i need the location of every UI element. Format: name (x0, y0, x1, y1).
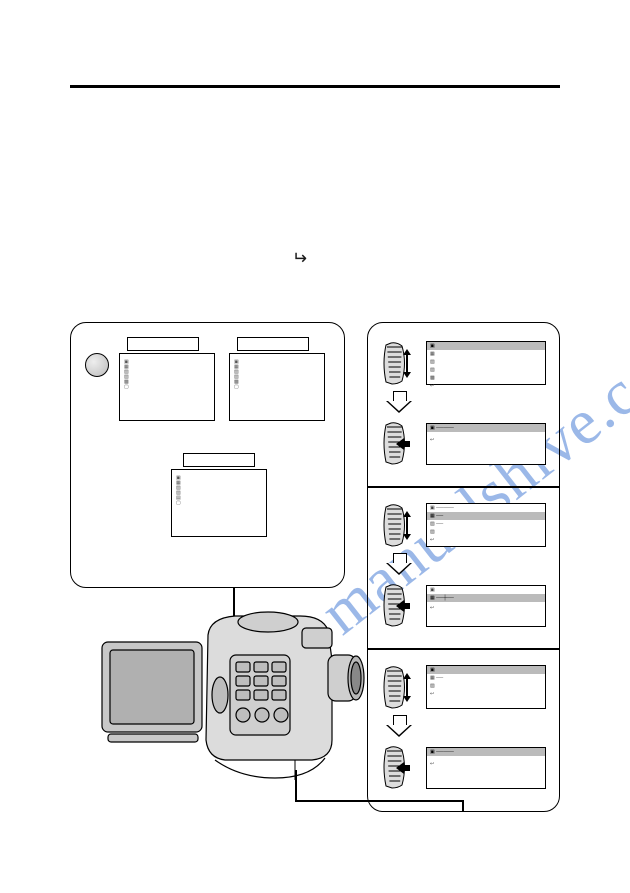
arrow-down-icon (386, 391, 412, 413)
top-rule (70, 85, 560, 88)
menu-row: ↩ (427, 690, 545, 698)
mini-screen-icons: ▣ ▦ ▧ ▨ ▩ ▢ (234, 360, 239, 390)
menu-button-icon (85, 353, 109, 377)
menu-row: ▧ ── (427, 520, 545, 528)
menu-row: ↩ (427, 536, 545, 544)
mini-screen-icons: ▣ ▦ ▧ ▨ ▩ ▢ (124, 360, 129, 390)
menu-row: ↩ (427, 382, 545, 390)
sel-dial-icon (380, 745, 412, 790)
left-menu-panel: ▣ ▦ ▧ ▨ ▩ ▢ ▣ ▦ ▧ ▨ ▩ ▢ ▣ ▦ ▧ ▨ ▤ ▢ (70, 322, 345, 588)
menu-list: ▣ ───── ↩ (426, 747, 546, 789)
mini-screen-header (237, 337, 309, 351)
mini-screen-header (127, 337, 199, 351)
menu-list: ▣ ─────▦ ──▧ ──▨↩ (426, 503, 546, 547)
section-divider (368, 486, 559, 488)
menu-row: ▧ (427, 358, 545, 366)
right-steps-panel: ▣▦▧▨▩↩ ▣ ─────↩ ▣ ─────▦ ──▧ ──▨↩ ▣▦ ──┼… (367, 322, 560, 812)
mini-screen-icons: ▣ ▦ ▧ ▨ ▤ ▢ (176, 476, 181, 506)
return-icon: ↵ (292, 248, 307, 269)
menu-row: ↩ (427, 760, 545, 768)
mini-screen: ▣ ▦ ▧ ▨ ▩ ▢ (229, 353, 325, 421)
menu-row: ↩ (427, 604, 545, 612)
connector-line (295, 800, 463, 802)
menu-row: ▣ (427, 586, 545, 594)
mini-screen: ▣ ▦ ▧ ▨ ▤ ▢ (171, 469, 267, 537)
menu-row: ▦ (427, 350, 545, 358)
sel-dial-icon (380, 341, 412, 386)
section-divider (368, 648, 559, 650)
arrow-down-icon (386, 715, 412, 737)
menu-list: ▣▦ ──┼── ↩ (426, 585, 546, 627)
sel-dial-icon (380, 583, 412, 628)
menu-row: ▦ ── (427, 512, 545, 520)
menu-row: ▦ ── (427, 674, 545, 682)
mini-screen-header (183, 453, 255, 467)
menu-row: ▨ (427, 366, 545, 374)
menu-row: ▧ (427, 682, 545, 690)
menu-row: ▣ ───── (427, 748, 545, 756)
arrow-down-icon (386, 553, 412, 575)
menu-row: ▣ ───── (427, 424, 545, 432)
menu-row: ▣ (427, 342, 545, 350)
camcorder-illustration (100, 600, 365, 795)
menu-row: ↩ (427, 436, 545, 444)
menu-list: ▣▦▧▨▩↩ (426, 341, 546, 385)
sel-dial-icon (380, 503, 412, 548)
menu-list: ▣▦ ──▧↩ (426, 665, 546, 709)
sel-dial-icon (380, 665, 412, 710)
menu-row: ▣ (427, 666, 545, 674)
connector-line (462, 800, 464, 812)
menu-row: ▩ (427, 374, 545, 382)
sel-dial-icon (380, 421, 412, 466)
menu-row: ▣ ───── (427, 504, 545, 512)
menu-row: ▨ (427, 528, 545, 536)
menu-row: ▦ ──┼── (427, 594, 545, 602)
mini-screen: ▣ ▦ ▧ ▨ ▩ ▢ (119, 353, 215, 421)
menu-list: ▣ ───── ↩ (426, 423, 546, 465)
